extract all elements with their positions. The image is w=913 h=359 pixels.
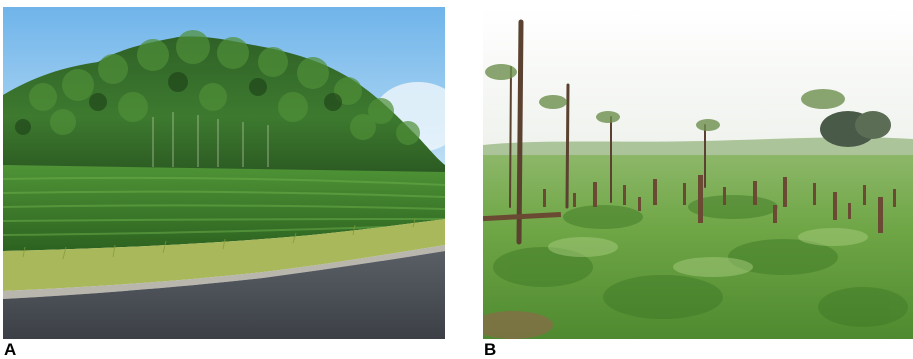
photo-b-image: [483, 7, 913, 339]
panel-label-a: A: [4, 340, 17, 359]
tree-trunks: [152, 112, 269, 167]
grassy-verge: [3, 219, 445, 291]
crop-rows: [3, 176, 445, 236]
photo-a-image: [3, 7, 445, 339]
fallen-log: [483, 212, 562, 222]
photo-b-cleared-land-with-stumps: [483, 7, 913, 339]
stumps: [543, 175, 896, 233]
road: [3, 251, 445, 339]
road-edge: [3, 245, 445, 299]
grass-patches: [493, 195, 908, 327]
photo-a-forest-hill-with-crop-field-and-road: [3, 7, 445, 339]
soil-patch: [483, 311, 553, 339]
palm-crowns: [485, 64, 845, 131]
dead-trunks: [509, 19, 706, 245]
canopy-texture: [29, 30, 420, 145]
panel-label-b: B: [484, 340, 497, 359]
